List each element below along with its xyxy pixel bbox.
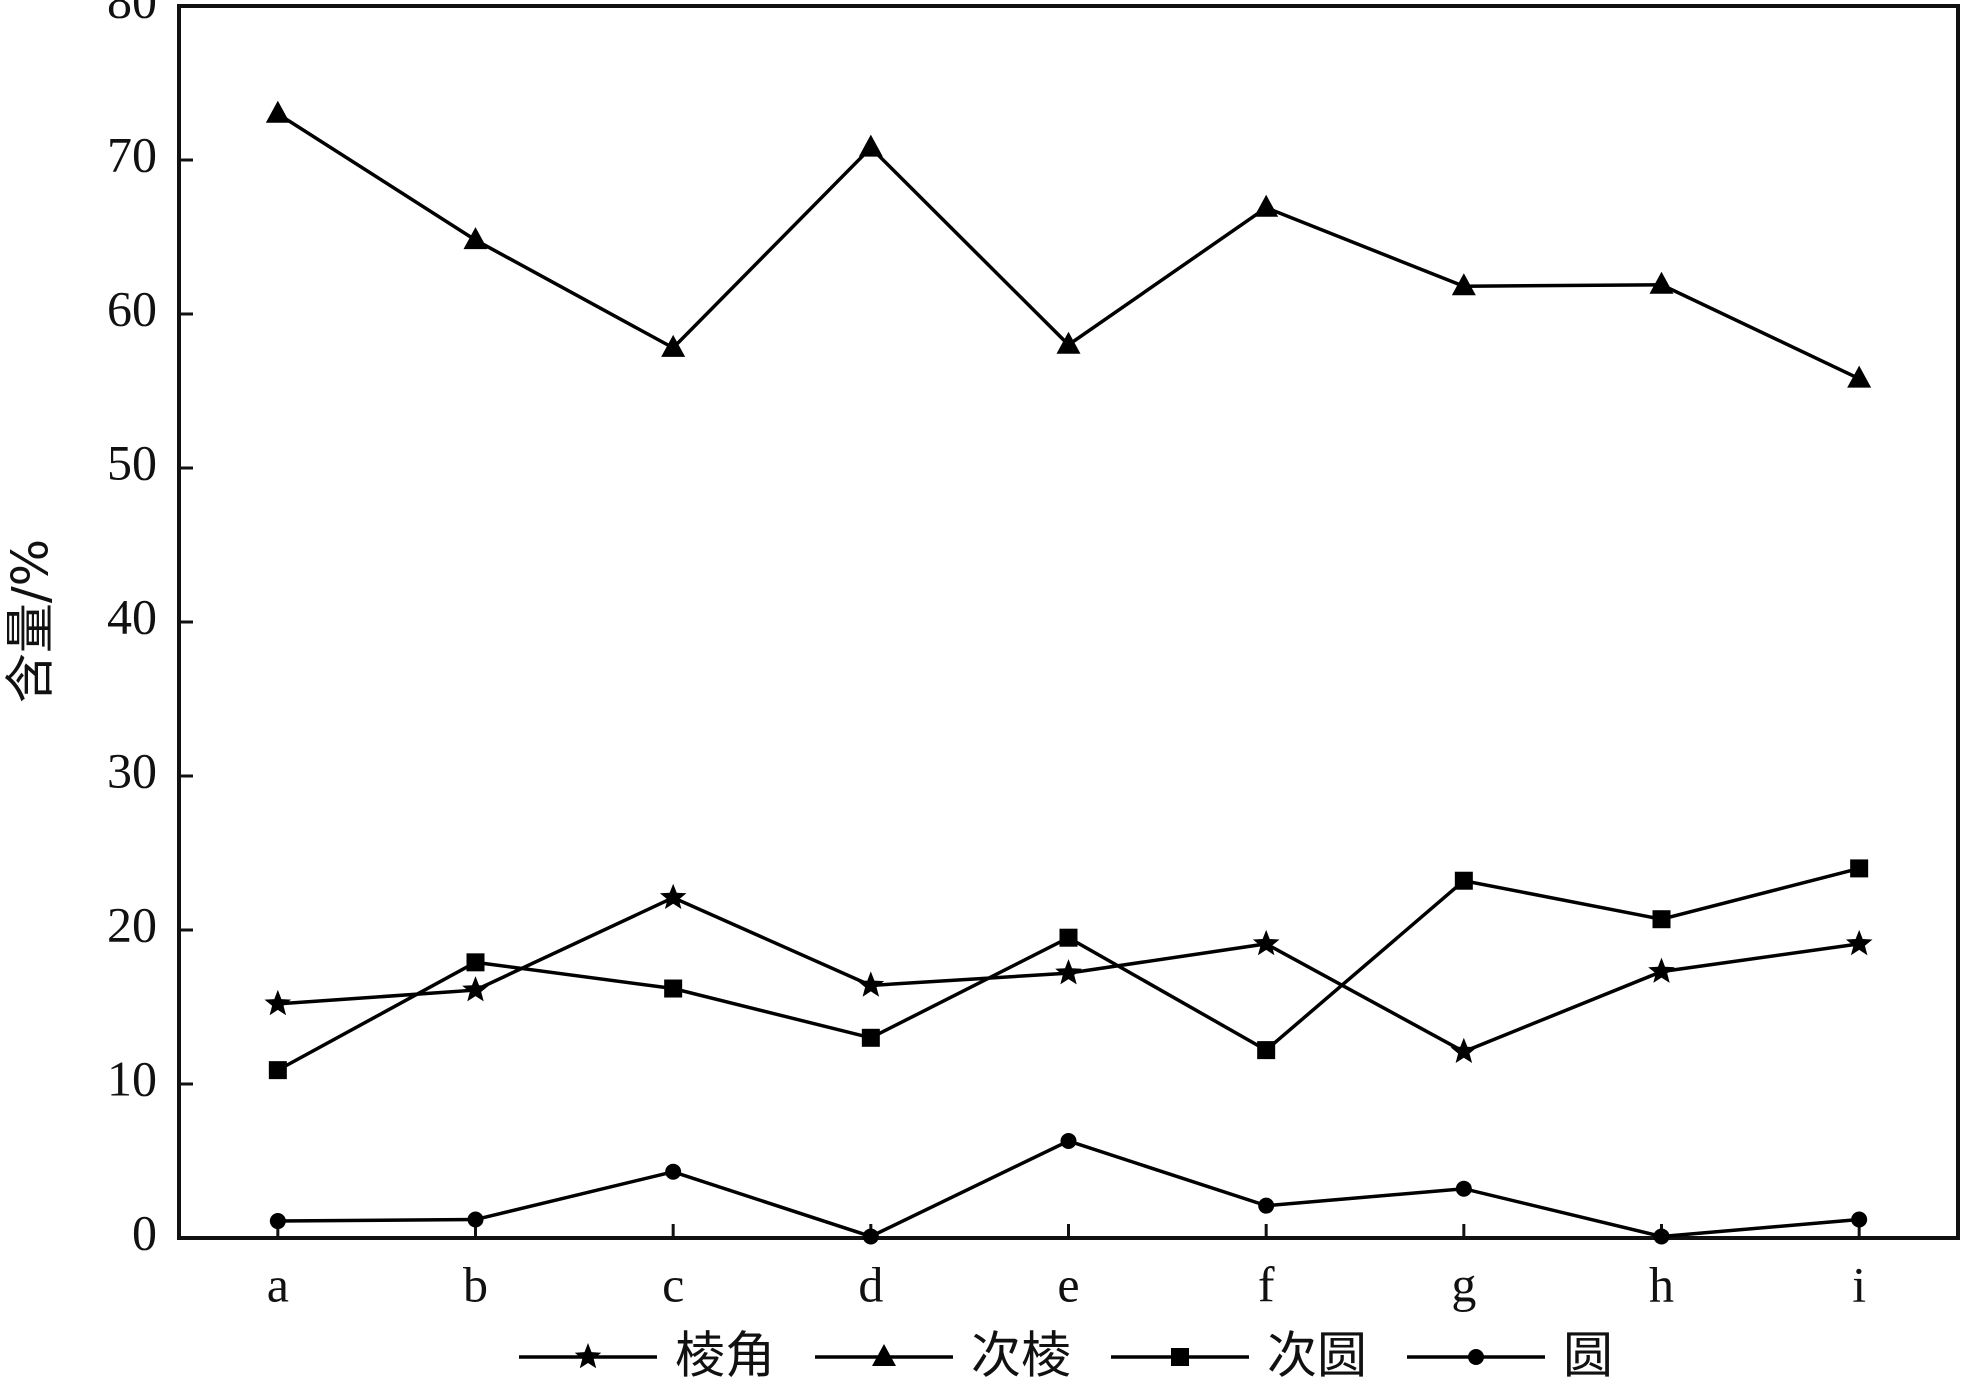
marker bbox=[1454, 871, 1473, 890]
y-tick-label: 80 bbox=[107, 0, 157, 28]
plot-frame bbox=[177, 4, 1960, 1240]
marker bbox=[664, 979, 683, 998]
marker bbox=[462, 976, 489, 1002]
y-tick-label: 30 bbox=[107, 742, 157, 798]
y-tick-label: 20 bbox=[107, 896, 157, 952]
x-tick-label: d bbox=[858, 1256, 883, 1312]
legend-label: 次棱 bbox=[971, 1327, 1071, 1385]
marker bbox=[1850, 859, 1869, 878]
x-tick-label: e bbox=[1057, 1256, 1079, 1312]
marker bbox=[1055, 959, 1082, 985]
marker bbox=[1451, 273, 1476, 296]
marker bbox=[1851, 1211, 1868, 1228]
marker bbox=[1845, 929, 1873, 956]
marker bbox=[861, 1028, 880, 1047]
marker bbox=[1252, 929, 1280, 956]
marker bbox=[466, 953, 485, 972]
marker bbox=[463, 227, 488, 250]
marker bbox=[1257, 1041, 1276, 1060]
marker bbox=[1450, 1037, 1478, 1063]
x-tick-label: c bbox=[662, 1256, 684, 1312]
marker bbox=[1254, 194, 1279, 217]
marker bbox=[1468, 1349, 1484, 1365]
legend-label: 圆 bbox=[1563, 1327, 1613, 1385]
marker bbox=[862, 1228, 879, 1245]
marker bbox=[661, 334, 686, 357]
legend-label: 次圆 bbox=[1267, 1327, 1367, 1385]
x-tick-label: h bbox=[1649, 1256, 1674, 1312]
marker bbox=[1648, 957, 1675, 983]
x-tick-label: i bbox=[1852, 1256, 1866, 1312]
marker bbox=[1060, 1132, 1077, 1149]
marker bbox=[268, 1061, 287, 1080]
marker bbox=[1171, 1348, 1189, 1366]
x-tick-label: b bbox=[463, 1256, 488, 1312]
marker bbox=[858, 134, 883, 157]
y-tick-label: 60 bbox=[107, 280, 157, 336]
y-tick-label: 40 bbox=[107, 588, 157, 644]
marker bbox=[1455, 1180, 1472, 1197]
x-tick-label: g bbox=[1451, 1256, 1476, 1312]
marker bbox=[574, 1343, 602, 1369]
marker bbox=[467, 1211, 484, 1228]
x-tick-label: a bbox=[267, 1256, 289, 1312]
marker bbox=[857, 971, 885, 997]
y-tick-label: 0 bbox=[132, 1204, 157, 1260]
marker bbox=[1653, 1228, 1670, 1245]
marker bbox=[265, 100, 290, 123]
legend-label: 棱角 bbox=[675, 1327, 775, 1385]
y-tick-label: 50 bbox=[107, 434, 157, 490]
marker bbox=[1649, 271, 1674, 294]
x-tick-label: f bbox=[1258, 1256, 1275, 1312]
marker bbox=[1652, 910, 1671, 929]
marker bbox=[1847, 365, 1872, 388]
y-axis-label: 含量/% bbox=[2, 539, 60, 703]
y-tick-label: 10 bbox=[107, 1050, 157, 1106]
y-tick-label: 70 bbox=[107, 126, 157, 182]
marker bbox=[665, 1163, 682, 1180]
marker bbox=[872, 1344, 896, 1366]
marker bbox=[659, 883, 687, 909]
series-line bbox=[277, 1139, 1860, 1239]
marker bbox=[1258, 1197, 1275, 1214]
marker bbox=[269, 1213, 286, 1230]
marker bbox=[1056, 331, 1081, 354]
marker bbox=[264, 989, 292, 1016]
marker bbox=[1059, 928, 1078, 947]
